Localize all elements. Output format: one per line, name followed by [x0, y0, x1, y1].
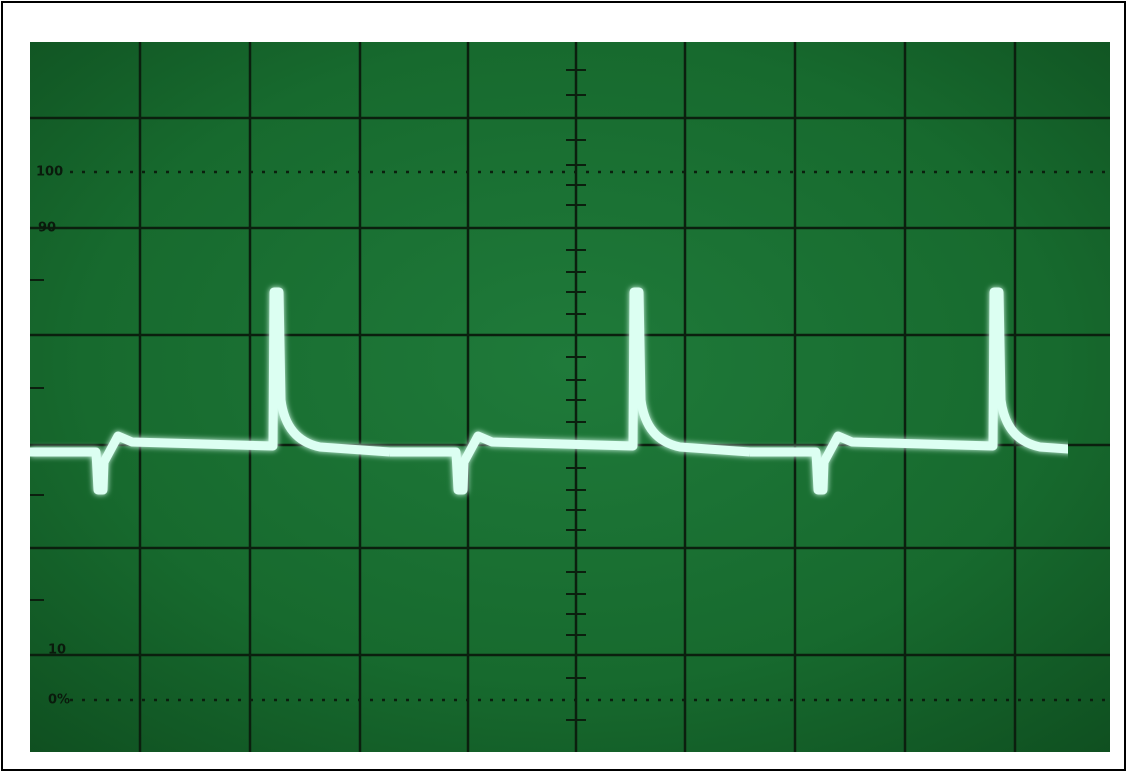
graticule-label: 0%: [48, 693, 70, 708]
screen: [30, 42, 1110, 752]
graticule-label: 100: [36, 165, 63, 180]
dotted-lines: [70, 170, 1110, 702]
center-ticks: [30, 69, 586, 721]
graticule-label: 90: [38, 221, 56, 236]
graticule-label: 10: [48, 643, 66, 658]
